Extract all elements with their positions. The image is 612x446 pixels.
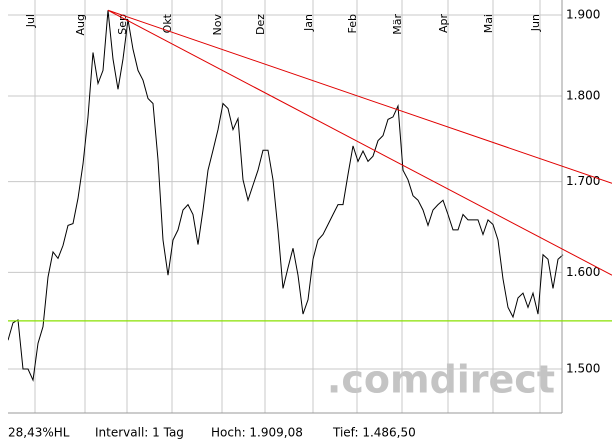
x-tick-label: Mär [391,14,404,35]
y-tick-label: 1.500 [566,362,600,376]
x-tick-label: Aug [74,14,87,35]
x-tick-label: Feb [346,14,359,33]
x-tick-label: Okt [161,13,174,33]
x-tick-label: Mai [482,14,495,33]
y-tick-label: 1.700 [566,174,600,188]
trend-line [107,9,612,184]
x-tick-label: Apr [437,14,450,34]
watermark: .comdirect [327,358,555,402]
y-tick-label: 1.600 [566,265,600,279]
price-line [8,10,564,382]
footer-high: Hoch: 1.909,08 [211,426,303,440]
y-tick-label: 1.800 [566,88,600,102]
footer-interval: Intervall: 1 Tag [95,426,184,440]
x-tick-label: Jun [529,14,542,32]
x-tick-label: Jul [24,14,37,28]
footer-low: Tief: 1.486,50 [332,426,416,440]
x-tick-label: Jan [302,14,315,32]
y-tick-label: 1.900 [566,7,600,21]
x-tick-label: Dez [254,14,267,35]
trend-line [107,9,612,276]
x-tick-label: Nov [211,14,224,36]
footer-range: 28,43%HL [8,426,70,440]
